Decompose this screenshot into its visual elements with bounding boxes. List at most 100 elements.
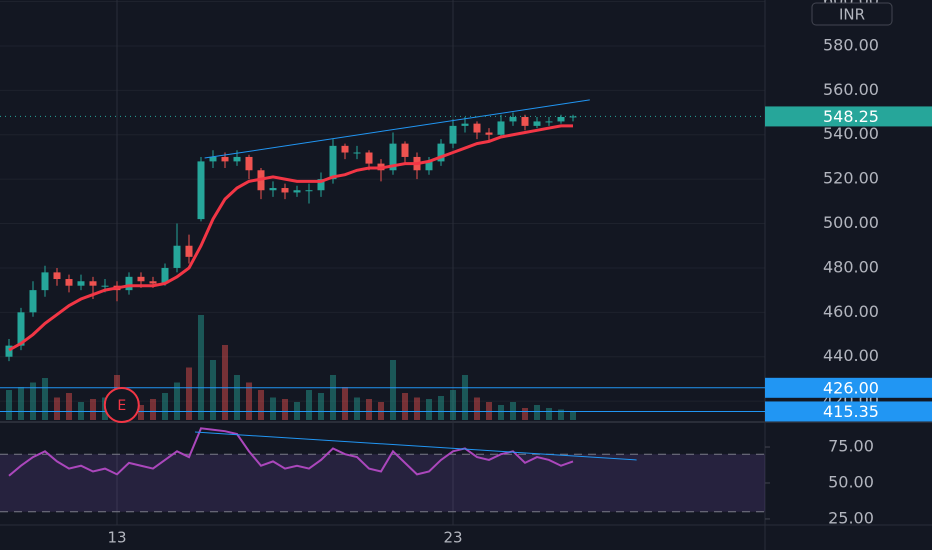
currency-label: INR: [839, 6, 865, 24]
candle-body: [461, 123, 469, 126]
y-tick-label: 440.00: [823, 346, 879, 365]
price-badge: [765, 106, 932, 127]
candle-body: [137, 276, 145, 282]
candle-body: [5, 345, 13, 357]
candle-body: [125, 276, 133, 291]
candle-body: [497, 121, 505, 135]
y-tick-label: 580.00: [823, 35, 879, 54]
rsi-trendline: [194, 431, 637, 461]
y-tick-label: 520.00: [823, 169, 879, 188]
volume-bar: [342, 387, 348, 420]
candle-body: [365, 152, 373, 164]
moving-average: [8, 124, 573, 352]
volume-bar: [438, 396, 444, 420]
x-tick-label: 23: [443, 529, 462, 547]
volume-bar: [270, 397, 276, 420]
candle-body: [161, 267, 169, 284]
candle-body: [173, 245, 181, 268]
volume-bar: [54, 397, 60, 420]
candle-body: [473, 123, 481, 133]
trendline: [204, 99, 590, 159]
candle-body: [185, 245, 193, 257]
candle-body: [281, 188, 289, 193]
candle-body: [101, 285, 109, 287]
level-label: 415.35: [823, 402, 879, 421]
candle-body: [353, 152, 361, 154]
volume-bar: [258, 390, 264, 420]
volume-bar: [234, 375, 240, 420]
candle-body: [65, 279, 73, 286]
volume-bar: [546, 408, 552, 420]
volume-bar: [402, 393, 408, 420]
candle-body: [197, 161, 205, 220]
volume-bar: [462, 375, 468, 420]
candle-body: [269, 188, 277, 191]
volume-bar: [522, 408, 528, 420]
candle-body: [341, 145, 349, 153]
volume-bar: [318, 393, 324, 420]
volume-bar: [330, 375, 336, 420]
volume-bar: [30, 382, 36, 420]
rsi-line: [8, 427, 574, 477]
price-label: 548.25: [823, 107, 879, 126]
candle-body: [233, 156, 241, 162]
volume-bar: [534, 405, 540, 420]
candle-body: [209, 156, 217, 162]
level-badge: [765, 377, 932, 398]
y-tick-label: 560.00: [823, 80, 879, 99]
rsi-tick-label: 25.00: [828, 508, 874, 527]
currency-badge: [811, 2, 893, 26]
candle-body: [77, 281, 85, 286]
candle-body: [245, 156, 253, 171]
volume-bar: [138, 405, 144, 420]
candle-body: [557, 116, 565, 122]
volume-bar: [222, 345, 228, 420]
rsi-tick-label: 75.00: [828, 437, 874, 456]
candle-body: [425, 161, 433, 171]
y-tick-label: 460.00: [823, 302, 879, 321]
candle-body: [485, 132, 493, 135]
candle-body: [389, 143, 397, 171]
volume-bar: [366, 399, 372, 420]
volume-bar: [150, 399, 156, 420]
y-tick-label: 480.00: [823, 257, 879, 276]
candle-body: [401, 143, 409, 157]
volume-bar: [66, 393, 72, 420]
volume-bar: [414, 397, 420, 420]
rsi-band: [0, 454, 765, 512]
volume-bar: [210, 360, 216, 420]
volume-bar: [282, 399, 288, 420]
candle-body: [149, 281, 157, 284]
volume-bar: [498, 405, 504, 420]
candle-body: [521, 116, 529, 126]
volume-bar: [306, 390, 312, 420]
candle-body: [221, 156, 229, 162]
candle-body: [317, 179, 325, 191]
volume-bar: [42, 378, 48, 420]
candle-body: [545, 121, 553, 123]
level-badge: [765, 401, 932, 422]
candle-body: [89, 281, 97, 286]
volume-bar: [162, 393, 168, 420]
volume-bar: [18, 387, 24, 420]
volume-bar: [570, 411, 576, 420]
volume-bar: [558, 409, 564, 420]
volume-bar: [198, 315, 204, 420]
volume-bar: [90, 399, 96, 420]
candle-body: [569, 116, 577, 118]
volume-bar: [450, 390, 456, 420]
event-label: E: [117, 398, 126, 414]
candle-body: [329, 145, 337, 180]
candle-body: [17, 312, 25, 346]
volume-bar: [354, 397, 360, 420]
y-tick-label: 500.00: [823, 213, 879, 232]
volume-bar: [246, 382, 252, 420]
volume-bar: [426, 399, 432, 420]
candle-body: [437, 143, 445, 162]
candle-body: [293, 190, 301, 193]
volume-bar: [186, 367, 192, 420]
x-tick-label: 13: [107, 529, 126, 547]
rsi-tick-label: 50.00: [828, 472, 874, 491]
y-tick-label: 540.00: [823, 124, 879, 143]
candle-body: [533, 121, 541, 126]
